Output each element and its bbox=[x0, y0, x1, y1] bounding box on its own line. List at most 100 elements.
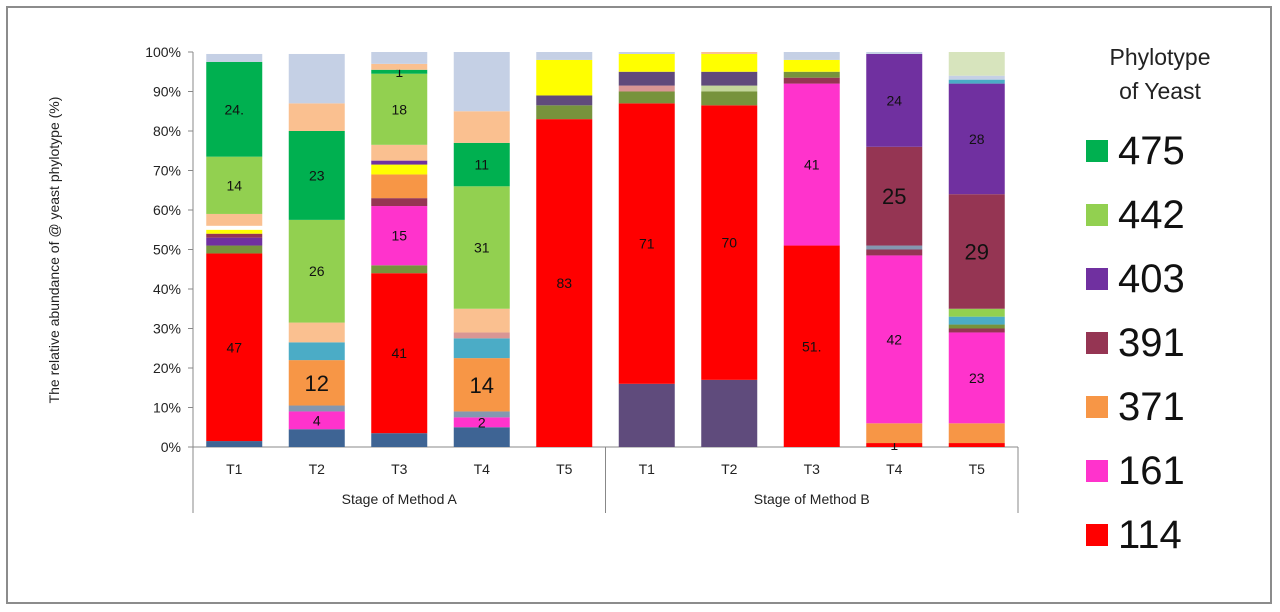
x-tick-label: T2 bbox=[721, 461, 738, 477]
bar-segment bbox=[206, 156, 263, 214]
bar-segment bbox=[618, 383, 675, 447]
bar-segment bbox=[206, 441, 263, 447]
bar-segment bbox=[206, 245, 263, 254]
bar-segment bbox=[288, 322, 345, 343]
data-label: 14 bbox=[226, 177, 242, 193]
legend-label: 403 bbox=[1118, 257, 1185, 301]
bar-segment bbox=[536, 105, 593, 120]
data-label: 70 bbox=[721, 235, 737, 251]
bar-segment bbox=[783, 52, 840, 60]
bar-segment bbox=[371, 73, 428, 145]
bar-segment bbox=[948, 79, 1005, 84]
bar-segment bbox=[288, 131, 345, 220]
y-tick-label: 40% bbox=[153, 281, 181, 297]
y-axis-title: The relative abundance of @ yeast phylot… bbox=[46, 96, 62, 404]
bar-segment bbox=[371, 433, 428, 447]
legend-swatch bbox=[1086, 204, 1108, 226]
bar-segment bbox=[371, 69, 428, 74]
bar-segment bbox=[783, 245, 840, 447]
bar-segment bbox=[783, 59, 840, 72]
bar-segment bbox=[536, 59, 593, 96]
data-label: 25 bbox=[882, 184, 906, 209]
y-tick-label: 90% bbox=[153, 84, 181, 100]
bar-segment bbox=[536, 119, 593, 448]
bar-segment bbox=[288, 342, 345, 361]
legend-label: 161 bbox=[1118, 449, 1185, 493]
bar-segment bbox=[371, 265, 428, 274]
bar-segment bbox=[701, 85, 758, 92]
y-tick-label: 10% bbox=[153, 400, 181, 416]
bar-segment bbox=[371, 206, 428, 266]
data-label: 15 bbox=[391, 228, 407, 244]
bar-segment bbox=[618, 91, 675, 104]
legend-label: 475 bbox=[1118, 129, 1185, 173]
data-label: 51. bbox=[802, 338, 821, 354]
bar-segment bbox=[948, 83, 1005, 195]
data-label: 42 bbox=[886, 331, 902, 347]
bar-segment bbox=[453, 332, 510, 339]
bar-segment bbox=[453, 186, 510, 309]
bar-segment bbox=[866, 245, 923, 250]
bar-segment bbox=[453, 52, 510, 112]
legend-title-line-1: Phylotype bbox=[1109, 44, 1211, 70]
bar-segment bbox=[288, 411, 345, 430]
bar-segment bbox=[453, 358, 510, 412]
y-tick-label: 30% bbox=[153, 321, 181, 337]
x-tick-label: T1 bbox=[639, 461, 656, 477]
bar-segment bbox=[866, 146, 923, 246]
legend-swatch bbox=[1086, 140, 1108, 162]
legend-label: 442 bbox=[1118, 193, 1185, 237]
bar-segment bbox=[866, 255, 923, 424]
bar-segment bbox=[206, 213, 263, 226]
bar-segment bbox=[371, 164, 428, 175]
bar-segment bbox=[288, 219, 345, 323]
bar-segment bbox=[371, 144, 428, 161]
bar-segment bbox=[701, 105, 758, 380]
group-label: Stage of Method B bbox=[754, 491, 870, 507]
bar-segment bbox=[371, 198, 428, 207]
y-tick-label: 100% bbox=[145, 44, 181, 60]
y-tick-label: 20% bbox=[153, 360, 181, 376]
bar-segment bbox=[288, 405, 345, 412]
bar-segment bbox=[371, 174, 428, 199]
data-label: 24 bbox=[886, 92, 902, 108]
data-label: 23 bbox=[969, 370, 985, 386]
data-label: 41 bbox=[804, 157, 820, 173]
bar-segment bbox=[453, 338, 510, 359]
bar-segment bbox=[288, 360, 345, 406]
x-tick-label: T4 bbox=[474, 461, 491, 477]
bar-segment bbox=[948, 316, 1005, 325]
bar-segment bbox=[948, 194, 1005, 309]
y-tick-label: 80% bbox=[153, 123, 181, 139]
bar-segment bbox=[866, 53, 923, 147]
legend-label: 391 bbox=[1118, 321, 1185, 365]
x-tick-label: T1 bbox=[226, 461, 243, 477]
bar-segment bbox=[948, 328, 1005, 333]
data-label: 71 bbox=[639, 236, 655, 252]
bar-segment bbox=[371, 160, 428, 165]
y-tick-label: 50% bbox=[153, 242, 181, 258]
x-tick-label: T3 bbox=[391, 461, 408, 477]
bar-segment bbox=[701, 52, 758, 54]
bar-segment bbox=[701, 71, 758, 86]
data-label: 31 bbox=[474, 240, 490, 256]
bar-segment bbox=[866, 423, 923, 444]
legend-title-line-2: of Yeast bbox=[1119, 78, 1201, 104]
bar-segment bbox=[948, 332, 1005, 424]
legend-swatch bbox=[1086, 332, 1108, 354]
x-tick-label: T4 bbox=[886, 461, 903, 477]
data-label: 29 bbox=[965, 239, 989, 264]
data-label: 83 bbox=[556, 275, 572, 291]
legend-label: 114 bbox=[1118, 513, 1182, 557]
bar-segment bbox=[206, 237, 263, 246]
bar-segment bbox=[288, 53, 345, 104]
data-label: 47 bbox=[226, 339, 242, 355]
legend-swatch bbox=[1086, 460, 1108, 482]
bar-segment bbox=[948, 423, 1005, 444]
data-label: 2 bbox=[478, 414, 486, 430]
data-label: 28 bbox=[969, 131, 985, 147]
bar-segment bbox=[206, 253, 263, 442]
bar-segment bbox=[618, 103, 675, 384]
x-tick-label: T5 bbox=[556, 461, 573, 477]
bar-segment bbox=[948, 324, 1005, 329]
